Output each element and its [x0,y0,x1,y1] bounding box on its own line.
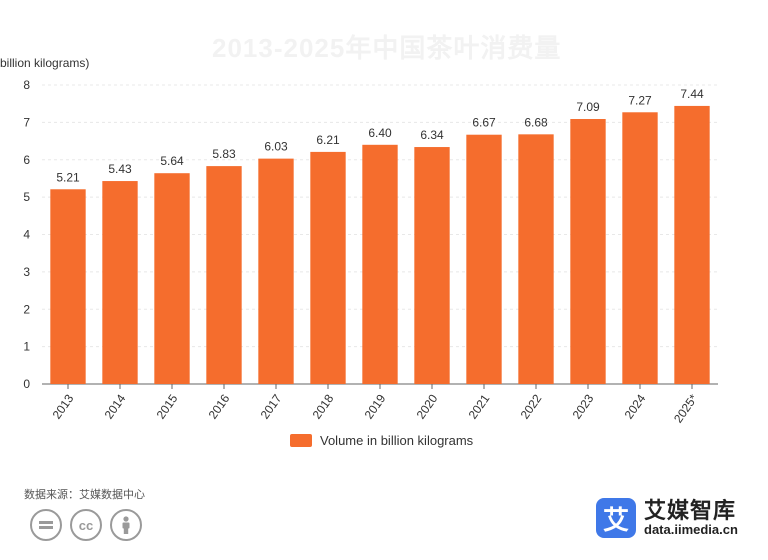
bar-2024 [622,112,658,384]
x-tick-label: 2022 [518,391,545,421]
x-tick-label: 2016 [206,391,233,421]
bar-chart: billion kilograms) 0 1 2 3 4 5 6 7 8 5.21 2013 5.43 2… [0,56,718,425]
bar-2023 [570,119,606,384]
y-tick-label: 2 [23,302,30,316]
data-label: 5.21 [56,170,80,184]
bar-2021 [466,134,502,384]
data-label: 5.83 [212,147,236,161]
y-tick-label: 3 [23,265,30,279]
bar-2017 [258,158,294,384]
y-tick-label: 5 [23,190,30,204]
data-label: 5.43 [108,162,132,176]
data-label: 6.68 [524,115,548,129]
data-label: 5.64 [160,154,184,168]
bar-2019 [362,144,398,384]
equals-icon [30,509,62,541]
x-tick-label: 2014 [102,391,129,421]
y-tick-label: 8 [23,78,30,92]
bar-2025* [674,105,710,385]
bar-2014 [102,181,138,384]
legend-swatch [290,434,312,447]
data-label: 6.40 [368,126,392,140]
legend-label: Volume in billion kilograms [320,433,474,448]
data-label: 6.03 [264,140,288,154]
license-icons: cc [30,509,142,541]
x-tick-label: 2018 [310,391,337,421]
x-tick-label: 2021 [466,391,493,421]
data-label: 7.44 [680,87,704,101]
bar-2016 [206,166,242,384]
brand-logo-icon: 艾 [596,498,636,538]
chart-legend[interactable]: Volume in billion kilograms [290,433,473,448]
data-label: 7.27 [628,93,652,107]
source-note: 数据来源：艾媒数据中心 [24,488,145,501]
x-tick-label: 2025* [671,391,701,425]
x-tick-label: 2015 [154,391,181,421]
bar-2013 [50,189,86,384]
x-tick-label: 2023 [570,391,597,421]
y-tick-label: 4 [23,228,30,242]
x-tick-label: 2019 [362,391,389,421]
y-tick-label: 0 [23,377,30,391]
x-tick-label: 2013 [50,391,77,421]
y-axis-label: billion kilograms) [0,56,89,70]
bar-2022 [518,134,554,384]
brand-logo-block: 艾 艾媒智库 data.iimedia.cn [596,498,738,538]
y-tick-label: 7 [23,115,30,129]
bar-2020 [414,147,450,384]
data-label: 6.21 [316,133,340,147]
bar-2018 [310,151,346,384]
person-icon [110,509,142,541]
bar-2015 [154,173,190,384]
brand-name: 艾媒智库 [644,498,737,524]
cc-icon: cc [70,509,102,541]
data-label: 6.67 [472,116,496,130]
x-tick-label: 2024 [622,391,649,421]
y-tick-label: 1 [23,340,30,354]
x-tick-label: 2020 [414,391,441,421]
data-label: 6.34 [420,128,444,142]
data-label: 7.09 [576,100,600,114]
y-tick-label: 6 [23,153,30,167]
chart-title-watermark: 2013-2025年中国茶叶消费量 [212,33,562,63]
x-tick-label: 2017 [258,391,285,421]
brand-url: data.iimedia.cn [644,521,738,537]
